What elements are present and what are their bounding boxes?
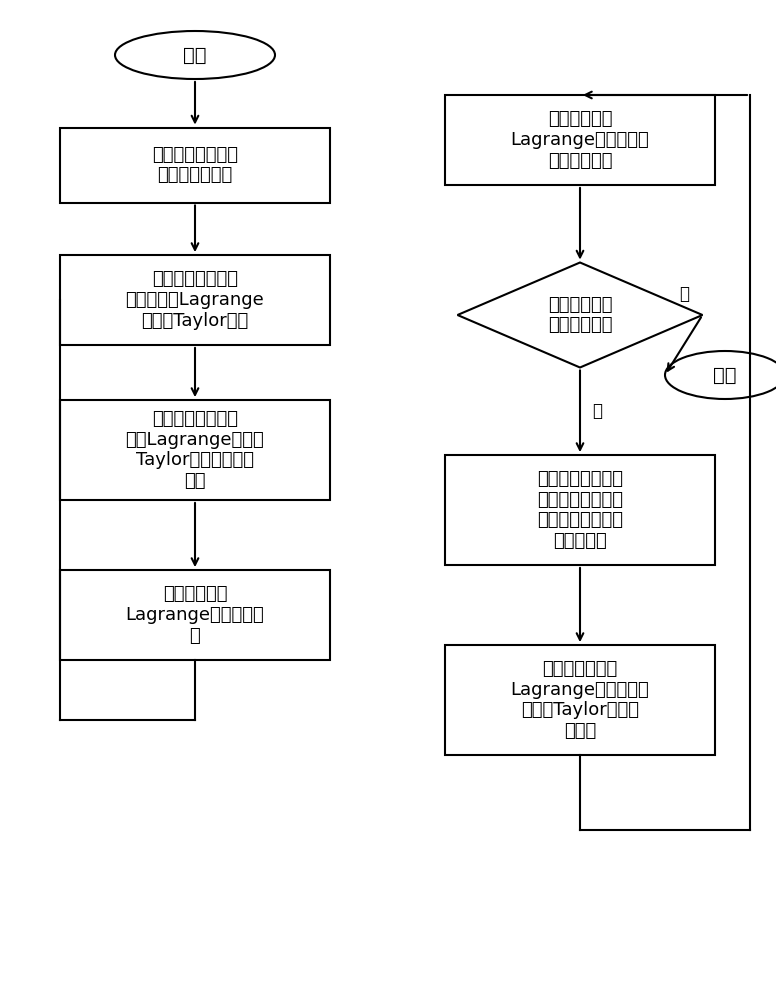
Bar [445, 645, 715, 755]
Text: 求取主坐标与
Lagrange乘子的近似
解: 求取主坐标与 Lagrange乘子的近似 解 [126, 585, 265, 645]
Text: 将得到的结果代入
系统方程的迭代形
式的右边，得到新
的广义坐标: 将得到的结果代入 系统方程的迭代形 式的右边，得到新 的广义坐标 [537, 470, 623, 550]
Text: 判断所得结果
满足精度要求: 判断所得结果 满足精度要求 [548, 296, 612, 334]
Bar [445, 95, 715, 185]
Text: 结束: 结束 [713, 365, 736, 384]
Bar [445, 455, 715, 565]
Bar [60, 255, 330, 345]
Text: 将广义坐标分解为
主坐标与从坐标: 将广义坐标分解为 主坐标与从坐标 [152, 146, 238, 184]
Bar [60, 570, 330, 660]
Text: 将从坐标关于主坐
标与Lagrange乘子的
Taylor级数代入系统
方程: 将从坐标关于主坐 标与Lagrange乘子的 Taylor级数代入系统 方程 [126, 410, 265, 490]
Text: 将新的主坐标与
Lagrange乘子的近似
解设为Taylor级数的
展开点: 将新的主坐标与 Lagrange乘子的近似 解设为Taylor级数的 展开点 [511, 660, 650, 740]
Text: 否: 否 [592, 402, 602, 420]
Ellipse shape [115, 31, 275, 79]
Text: 将从坐标迭代展开
为主坐标与Lagrange
乘子的Taylor级数: 将从坐标迭代展开 为主坐标与Lagrange 乘子的Taylor级数 [126, 270, 265, 330]
Bar [60, 127, 330, 202]
Text: 利用主坐标与
Lagrange乘子的近似
解求取从坐标: 利用主坐标与 Lagrange乘子的近似 解求取从坐标 [511, 110, 650, 170]
Text: 是: 是 [679, 285, 689, 303]
Bar [60, 400, 330, 500]
Ellipse shape [665, 351, 776, 399]
Text: 开始: 开始 [183, 45, 206, 64]
Polygon shape [458, 262, 702, 367]
